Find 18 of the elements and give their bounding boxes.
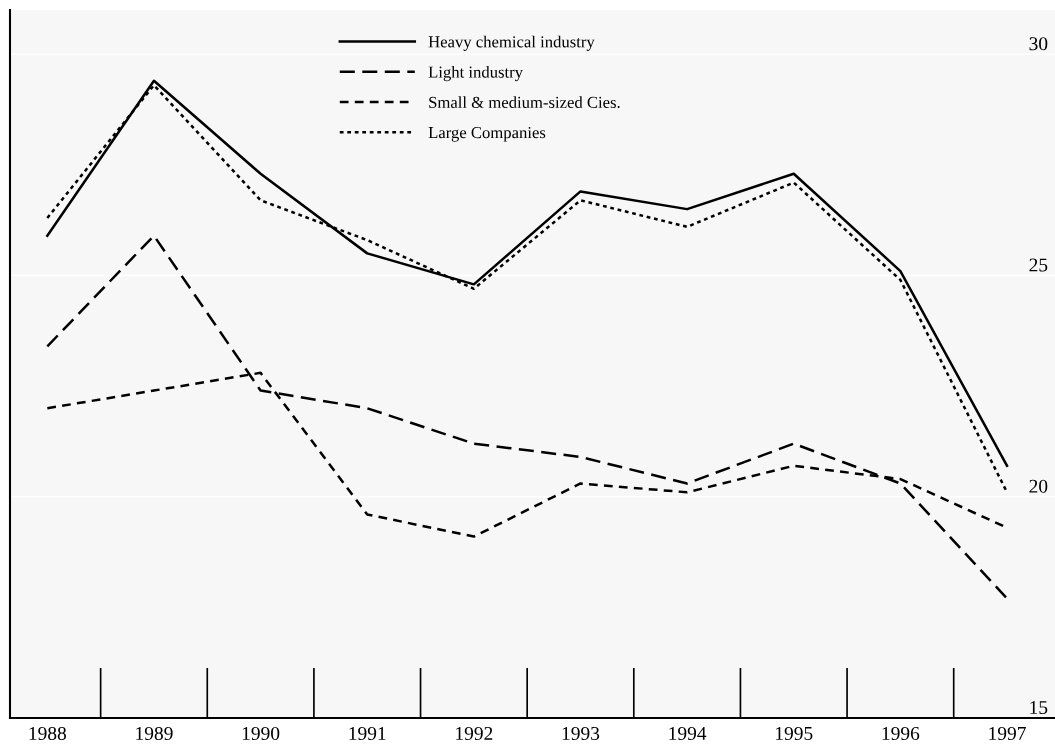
x-tick-label: 1997 [989,726,1026,741]
x-tick-label: 1988 [29,726,67,741]
y-tick-label: 30 [1029,37,1048,51]
y-tick-label: 15 [1030,701,1048,715]
legend-label: Heavy chemical industry [428,35,595,51]
x-tick-label: 1996 [882,726,920,741]
x-tick-label: 1990 [242,726,280,741]
x-tick-label: 1995 [776,726,813,741]
x-tick-label: 1992 [456,726,493,741]
x-tick-label: 1993 [562,726,600,741]
legend-label: Large Companies [428,126,546,142]
x-tick-label: 1994 [669,726,707,741]
x-tick-label: 1989 [136,726,173,741]
y-tick-label: 20 [1029,479,1048,493]
y-tick-label: 25 [1029,258,1048,272]
legend-label: Light industry [428,65,523,82]
x-tick-label: 1991 [349,726,386,741]
legend-label: Small & medium-sized Cies. [429,96,620,109]
